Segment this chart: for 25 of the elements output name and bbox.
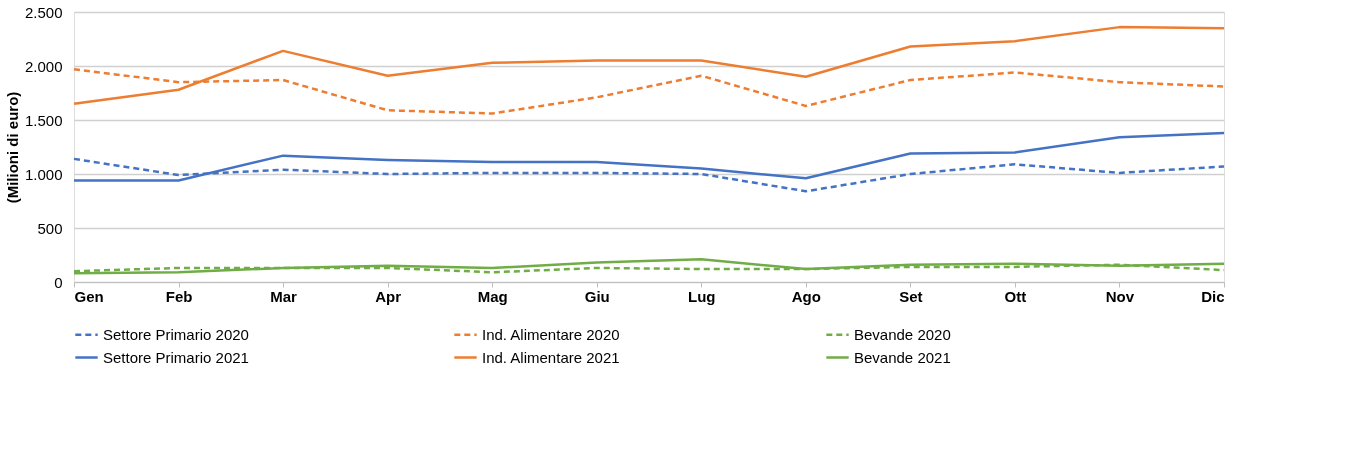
x-tick-label: Gen	[74, 287, 104, 305]
legend-label: Bevande 2020	[854, 325, 951, 343]
x-tick-label: Feb	[165, 287, 193, 305]
x-tick-label: Apr	[375, 287, 402, 305]
legend-label: Bevande 2021	[854, 348, 951, 366]
y-tick-label: 500	[37, 219, 63, 237]
x-tick-label: Giu	[584, 287, 610, 305]
y-tick-label: 0	[54, 273, 63, 291]
x-tick-label: Ott	[1004, 287, 1027, 305]
legend-label: Settore Primario 2021	[103, 348, 249, 366]
y-tick-label: 2.500	[24, 3, 63, 21]
x-tick-label: Set	[899, 287, 923, 305]
y-tick-label: 1.500	[24, 111, 63, 129]
y-tick-label: 1.000	[24, 165, 63, 183]
legend-label: Settore Primario 2020	[103, 325, 249, 343]
x-tick-label: Ago	[791, 287, 821, 305]
legend-label: Ind. Alimentare 2021	[482, 348, 620, 366]
x-tick-label: Dic	[1201, 287, 1225, 305]
x-tick-label: Lug	[688, 287, 716, 305]
y-axis-title: (Milioni di euro)	[3, 91, 21, 204]
x-tick-label: Mar	[270, 287, 298, 305]
legend-label: Ind. Alimentare 2020	[482, 325, 620, 343]
x-tick-label: Mag	[477, 287, 508, 305]
y-tick-label: 2.000	[24, 57, 63, 75]
x-tick-label: Nov	[1105, 287, 1135, 305]
